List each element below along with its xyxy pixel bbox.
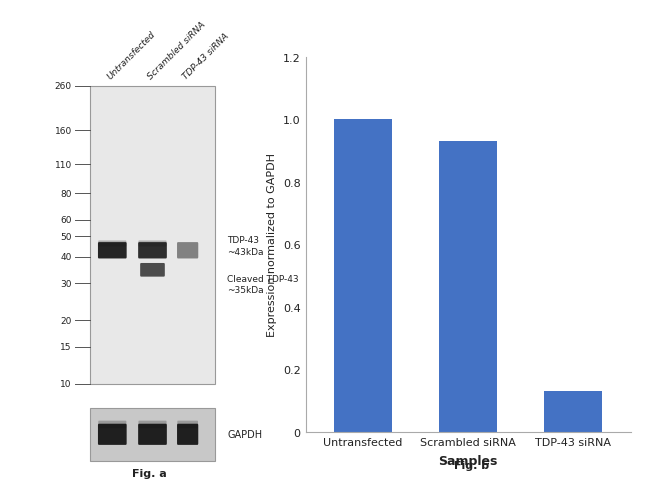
Y-axis label: Expression normalized to GAPDH: Expression normalized to GAPDH	[267, 153, 278, 336]
Text: 60: 60	[60, 216, 72, 225]
Text: Cleaved TDP-43
~35kDa: Cleaved TDP-43 ~35kDa	[227, 274, 299, 294]
Text: GAPDH: GAPDH	[227, 430, 263, 439]
Text: 10: 10	[60, 380, 72, 388]
Text: 110: 110	[55, 160, 72, 169]
FancyBboxPatch shape	[98, 242, 127, 259]
FancyBboxPatch shape	[177, 421, 198, 428]
Text: Scrambled siRNA: Scrambled siRNA	[146, 21, 207, 82]
Text: 260: 260	[55, 82, 72, 91]
Bar	[90, 86, 215, 384]
Text: 30: 30	[60, 279, 72, 288]
FancyBboxPatch shape	[177, 242, 198, 259]
FancyBboxPatch shape	[177, 424, 198, 445]
Text: 15: 15	[60, 342, 72, 351]
Bar	[439, 142, 497, 432]
Bar	[334, 120, 392, 432]
FancyBboxPatch shape	[98, 241, 126, 247]
Text: Untransfected: Untransfected	[106, 30, 157, 82]
Text: 40: 40	[60, 253, 72, 262]
Text: 50: 50	[60, 232, 72, 241]
X-axis label: Samples: Samples	[438, 454, 498, 467]
Text: TDP-43
~43kDa: TDP-43 ~43kDa	[227, 236, 264, 256]
FancyBboxPatch shape	[138, 421, 166, 428]
Text: TDP-43 siRNA: TDP-43 siRNA	[181, 32, 231, 82]
Text: 80: 80	[60, 190, 72, 199]
Bar	[544, 392, 602, 432]
Text: 160: 160	[55, 126, 72, 135]
FancyBboxPatch shape	[98, 424, 127, 445]
FancyBboxPatch shape	[138, 242, 167, 259]
FancyBboxPatch shape	[138, 241, 166, 247]
Bar	[90, 408, 215, 461]
Text: 20: 20	[60, 316, 72, 325]
Text: Fig. b: Fig. b	[454, 460, 489, 470]
FancyBboxPatch shape	[140, 264, 165, 277]
FancyBboxPatch shape	[138, 424, 167, 445]
Text: Fig. a: Fig. a	[132, 468, 167, 478]
FancyBboxPatch shape	[98, 421, 126, 428]
